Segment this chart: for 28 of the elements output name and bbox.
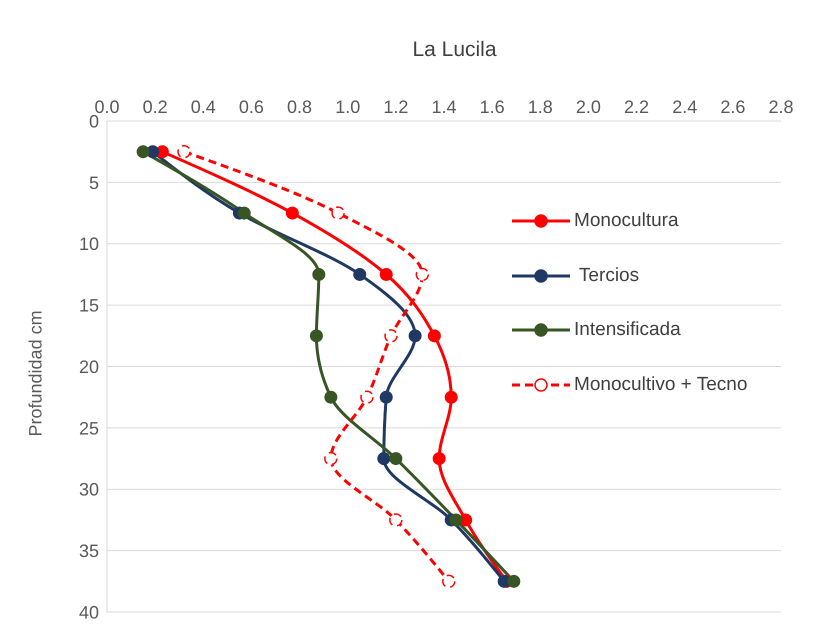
legend-label: Tercios [578,264,640,287]
x-tick-label: 0.6 [238,97,264,117]
x-tick-label: 0.8 [287,97,312,117]
y-tick-label: 25 [78,418,99,438]
y-tick-label: 40 [78,602,99,622]
y-tick-label: 15 [78,296,99,316]
text: 1.0 [335,97,360,117]
x-tick-label: 0.4 [190,97,216,117]
legend-label: Monocultivo + Tecno [574,374,748,396]
x-tick-label: 1.6 [480,97,505,117]
y-axis-title: Profundidad cm [25,310,46,436]
y-tick-label: 5 [88,172,99,193]
text: 2.0 [576,97,601,117]
x-tick-label: 2.2 [624,97,650,117]
legend-label: Monocultura [574,210,679,232]
x-tick-label: 1.2 [383,97,408,117]
y-tick-label: 30 [78,480,99,500]
x-tick-label: 1.4 [431,97,457,117]
legend-label: Intensificada [574,319,681,342]
y-tick-label: 20 [78,356,99,377]
x-tick-label: 2.4 [672,97,698,117]
chart-title: La Lucila [411,38,498,62]
x-tick-label: 2.6 [720,97,746,117]
x-tick-label: 0.2 [142,97,168,117]
x-tick-label: 1.8 [528,97,553,117]
y-tick-label: 10 [78,234,99,254]
x-tick-label: 2.8 [768,97,794,117]
y-tick-label: 35 [78,541,99,562]
